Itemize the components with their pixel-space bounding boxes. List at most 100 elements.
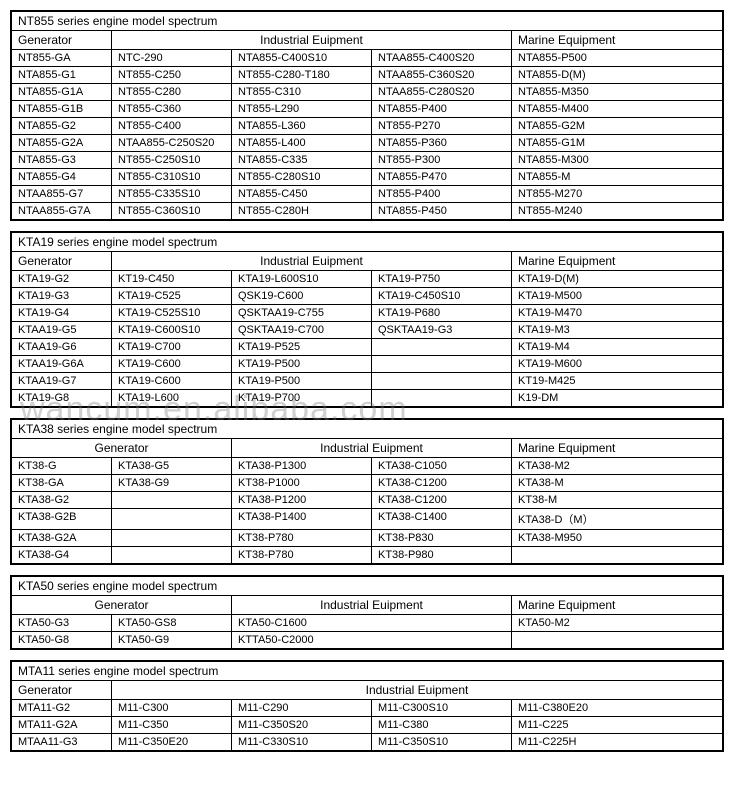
table-cell: NTA855-L360 [232,118,372,134]
table-row: KT38-GKTA38-G5KTA38-P1300KTA38-C1050KTA3… [12,458,722,475]
table-cell: KT38-P780 [232,547,372,563]
table-cell: KTA19-G4 [12,305,112,321]
table-cell: KTA38-P1200 [232,492,372,508]
nt855-title: NT855 series engine model spectrum [12,12,722,31]
table-cell: KT19-M425 [512,373,722,389]
table-cell: KT38-GA [12,475,112,491]
header-generator: Generator [12,596,232,614]
table-row: KTA38-G2KTA38-P1200KTA38-C1200KT38-M [12,492,722,509]
table-cell: KTA38-D（M） [512,509,722,529]
table-row: KTAA19-G6KTA19-C700KTA19-P525KTA19-M4 [12,339,722,356]
header-industrial: Industrial Euipment [112,681,722,699]
table-cell [372,373,512,389]
table-cell: KTA38-M2 [512,458,722,474]
table-row: KTA19-G8KTA19-L600KTA19-P700K19-DM [12,390,722,406]
table-cell: NT855-C335S10 [112,186,232,202]
table-cell: NTAA855-G7A [12,203,112,219]
table-cell [372,356,512,372]
table-cell: KTAA19-G6A [12,356,112,372]
table-cell: NTA855-M [512,169,722,185]
table-cell: NT855-C360S10 [112,203,232,219]
table-cell: KTA19-C600 [112,356,232,372]
table-cell: NTA855-G2A [12,135,112,151]
kta50-section: KTA50 series engine model spectrum Gener… [10,575,724,650]
table-cell: NTA855-P400 [372,101,512,117]
table-cell: MTA11-G2A [12,717,112,733]
table-cell: KTA19-C525 [112,288,232,304]
table-row: KTA50-G3KTA50-GS8KTA50-C1600KTA50-M2 [12,615,722,632]
table-cell: NTA855-D(M) [512,67,722,83]
table-cell: NT855-M270 [512,186,722,202]
table-cell: KTA19-P500 [232,356,372,372]
mta11-header: Generator Industrial Euipment [12,681,722,700]
table-cell: KT19-C450 [112,271,232,287]
table-cell: NT855-C250S10 [112,152,232,168]
table-cell: NT855-M240 [512,203,722,219]
table-cell: KTAA19-G7 [12,373,112,389]
table-row: KTAA19-G5KTA19-C600S10QSKTAA19-C700QSKTA… [12,322,722,339]
table-cell: KTA19-M3 [512,322,722,338]
table-cell: NTA855-G2 [12,118,112,134]
table-row: NTA855-G1ANT855-C280NT855-C310NTAA855-C2… [12,84,722,101]
table-cell: KTA38-C1050 [372,458,512,474]
table-cell: NTA855-M300 [512,152,722,168]
table-cell: KTA19-M500 [512,288,722,304]
table-row: KTAA19-G7KTA19-C600KTA19-P500KT19-M425 [12,373,722,390]
table-cell: KTA19-L600S10 [232,271,372,287]
table-row: NTA855-G4NT855-C310S10NT855-C280S10NTA85… [12,169,722,186]
table-cell: KT38-P830 [372,530,512,546]
table-cell: KTAA19-G5 [12,322,112,338]
table-cell: NTA855-M350 [512,84,722,100]
table-cell: NTA855-P450 [372,203,512,219]
table-cell: KTA38-G2B [12,509,112,529]
table-row: KTA38-G2BKTA38-P1400KTA38-C1400KTA38-D（M… [12,509,722,530]
mta11-body: MTA11-G2M11-C300M11-C290M11-C300S10M11-C… [12,700,722,750]
table-cell: NTA855-P500 [512,50,722,66]
table-cell [512,547,722,563]
table-row: NTAA855-G7ANT855-C360S10NT855-C280HNTA85… [12,203,722,219]
table-cell: KTA19-L600 [112,390,232,406]
table-cell: NT855-C310 [232,84,372,100]
table-row: KT38-GAKTA38-G9KT38-P1000KTA38-C1200KTA3… [12,475,722,492]
table-cell: KTA19-P500 [232,373,372,389]
table-cell: M11-C380E20 [512,700,722,716]
table-cell: KT38-P1000 [232,475,372,491]
table-cell: NTAA855-C250S20 [112,135,232,151]
header-generator: Generator [12,439,232,457]
table-cell: KTA38-P1300 [232,458,372,474]
table-cell: KTA38-G2 [12,492,112,508]
table-cell: KTA38-P1400 [232,509,372,529]
table-cell: NTA855-M400 [512,101,722,117]
table-cell: QSKTAA19-C700 [232,322,372,338]
header-industrial: Industrial Euipment [232,439,512,457]
table-cell: NTAA855-C360S20 [372,67,512,83]
table-cell: M11-C225 [512,717,722,733]
kta19-header: Generator Industrial Euipment Marine Equ… [12,252,722,271]
nt855-body: NT855-GANTC-290NTA855-C400S10NTAA855-C40… [12,50,722,219]
table-row: KTA50-G8KTA50-G9KTTA50-C2000 [12,632,722,648]
table-cell [372,339,512,355]
table-row: NTA855-G3NT855-C250S10NTA855-C335NT855-P… [12,152,722,169]
header-marine: Marine Equipment [512,31,722,49]
header-marine: Marine Equipment [512,439,722,457]
table-cell: NT855-L290 [232,101,372,117]
header-industrial: Industrial Euipment [112,252,512,270]
table-cell [112,530,232,546]
table-cell: NT855-P400 [372,186,512,202]
kta50-body: KTA50-G3KTA50-GS8KTA50-C1600KTA50-M2KTA5… [12,615,722,648]
mta11-section: MTA11 series engine model spectrum Gener… [10,660,724,752]
table-cell: NT855-C250 [112,67,232,83]
table-cell: NT855-GA [12,50,112,66]
table-cell: M11-C300 [112,700,232,716]
table-row: KTAA19-G6AKTA19-C600KTA19-P500KTA19-M600 [12,356,722,373]
table-cell: NTAA855-C400S20 [372,50,512,66]
table-cell: KT38-M [512,492,722,508]
table-cell: KTA19-D(M) [512,271,722,287]
table-cell: M11-C300S10 [372,700,512,716]
table-cell: KTA19-P525 [232,339,372,355]
table-cell: NTA855-C400S10 [232,50,372,66]
table-cell [112,492,232,508]
table-cell [512,632,722,648]
table-row: KTA38-G4KT38-P780KT38-P980 [12,547,722,563]
table-cell: KTA19-P750 [372,271,512,287]
